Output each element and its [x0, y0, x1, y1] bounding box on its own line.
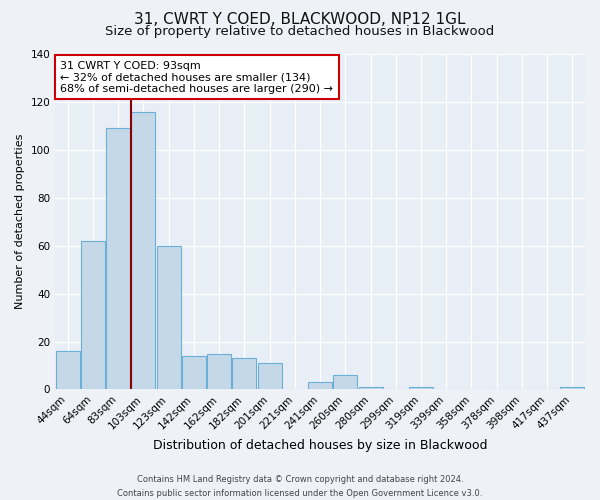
Bar: [359, 387, 383, 390]
Bar: [334, 375, 357, 390]
Bar: [182, 356, 206, 390]
Text: Size of property relative to detached houses in Blackwood: Size of property relative to detached ho…: [106, 25, 494, 38]
Text: 31 CWRT Y COED: 93sqm
← 32% of detached houses are smaller (134)
68% of semi-det: 31 CWRT Y COED: 93sqm ← 32% of detached …: [61, 60, 334, 94]
Bar: [131, 112, 155, 390]
Bar: [207, 354, 231, 390]
Bar: [157, 246, 181, 390]
Bar: [409, 387, 433, 390]
X-axis label: Distribution of detached houses by size in Blackwood: Distribution of detached houses by size …: [153, 440, 487, 452]
Bar: [56, 351, 80, 390]
Bar: [308, 382, 332, 390]
Y-axis label: Number of detached properties: Number of detached properties: [15, 134, 25, 310]
Bar: [232, 358, 256, 390]
Bar: [257, 363, 281, 390]
Bar: [81, 241, 105, 390]
Text: Contains HM Land Registry data © Crown copyright and database right 2024.
Contai: Contains HM Land Registry data © Crown c…: [118, 476, 482, 498]
Text: 31, CWRT Y COED, BLACKWOOD, NP12 1GL: 31, CWRT Y COED, BLACKWOOD, NP12 1GL: [134, 12, 466, 28]
Bar: [560, 387, 584, 390]
Bar: [106, 128, 130, 390]
